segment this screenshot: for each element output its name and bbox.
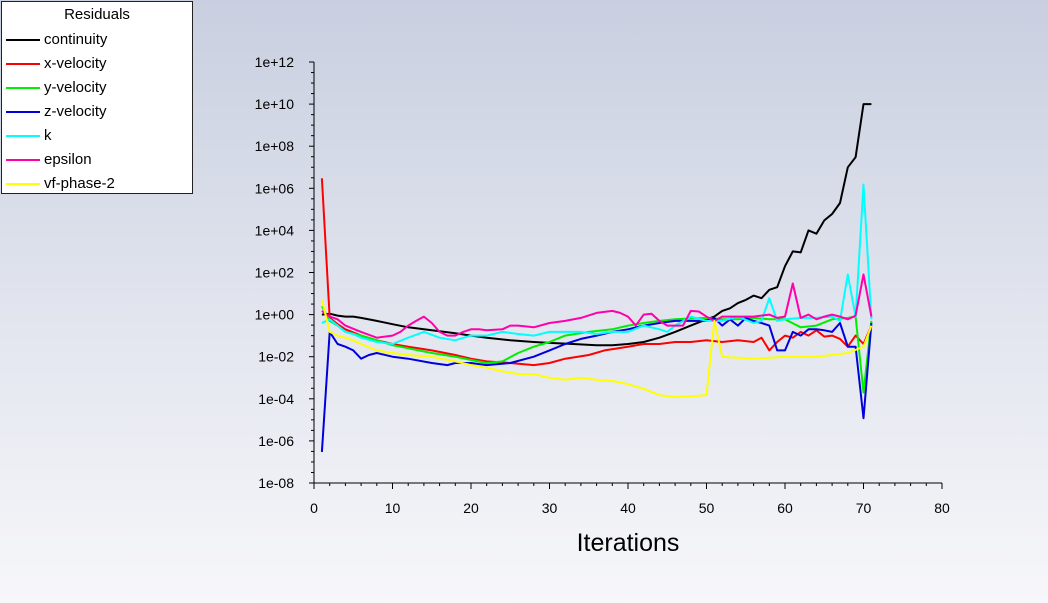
legend-label: vf-phase-2	[44, 175, 115, 192]
legend-item-vf-phase-2: vf-phase-2	[2, 173, 192, 197]
legend-label: continuity	[44, 31, 108, 48]
series-line-k	[321, 183, 873, 345]
series-line-vf-phase-2	[320, 299, 873, 399]
series-layer	[320, 103, 873, 452]
y-tick-label: 1e+06	[255, 180, 295, 196]
x-tick-label: 60	[777, 500, 793, 516]
series-line-x-velocity	[320, 178, 873, 367]
y-tick-label: 1e+00	[255, 307, 295, 323]
y-tick-label: 1e-04	[258, 391, 294, 407]
chart-axes: 1e-08 1e-06 1e-04 1e-02 1e+00 1e+02 1e+04 1e+06…	[255, 54, 950, 516]
y-tick-label: 1e-02	[258, 349, 294, 365]
series-line-continuity	[321, 103, 872, 347]
legend-item-epsilon: epsilon	[2, 149, 192, 173]
legend-swatch	[6, 183, 40, 185]
y-tick-label: 1e+12	[255, 54, 295, 70]
legend-item-k: k	[2, 125, 192, 149]
x-tick-label: 30	[542, 500, 558, 516]
legend-swatch	[6, 159, 40, 161]
x-tick-label: 0	[310, 500, 318, 516]
legend-swatch	[6, 135, 40, 137]
legend-swatch	[6, 87, 40, 89]
legend-label: x-velocity	[44, 55, 107, 72]
x-tick-label: 50	[699, 500, 715, 516]
series-line-epsilon	[321, 273, 873, 339]
legend-item-continuity: continuity	[2, 29, 192, 53]
y-tick-label: 1e-06	[258, 433, 294, 449]
x-tick-label: 70	[856, 500, 872, 516]
x-tick-label: 10	[385, 500, 401, 516]
x-tick-label: 20	[463, 500, 479, 516]
legend-item-y-velocity: y-velocity	[2, 77, 192, 101]
x-axis-label: Iterations	[577, 529, 680, 557]
legend-swatch	[6, 39, 40, 41]
legend-label: k	[44, 127, 52, 144]
y-tick-label: 1e+08	[255, 138, 295, 154]
legend: Residuals continuity x-velocity y-velocity…	[1, 1, 193, 194]
legend-label: epsilon	[44, 151, 92, 168]
legend-label: y-velocity	[44, 79, 107, 96]
legend-item-x-velocity: x-velocity	[2, 53, 192, 77]
legend-label: z-velocity	[44, 103, 107, 120]
legend-swatch	[6, 111, 40, 113]
y-tick-label: 1e+02	[255, 265, 295, 281]
y-tick-label: 1e+04	[255, 222, 295, 238]
legend-item-z-velocity: z-velocity	[2, 101, 192, 125]
legend-title: Residuals	[64, 6, 130, 23]
x-tick-label: 40	[620, 500, 636, 516]
series-line-z-velocity	[320, 316, 873, 452]
legend-swatch	[6, 63, 40, 65]
series-line-y-velocity	[321, 305, 873, 394]
x-tick-label: 80	[934, 500, 950, 516]
y-tick-label: 1e+10	[255, 96, 295, 112]
y-tick-label: 1e-08	[258, 475, 294, 491]
